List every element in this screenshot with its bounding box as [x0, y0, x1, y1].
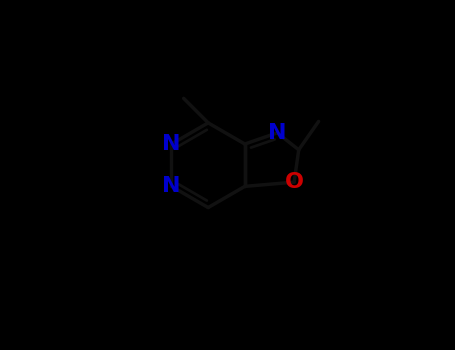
Text: N: N [162, 134, 181, 154]
Text: N: N [162, 176, 181, 196]
Text: N: N [268, 123, 287, 143]
Text: O: O [285, 172, 303, 192]
